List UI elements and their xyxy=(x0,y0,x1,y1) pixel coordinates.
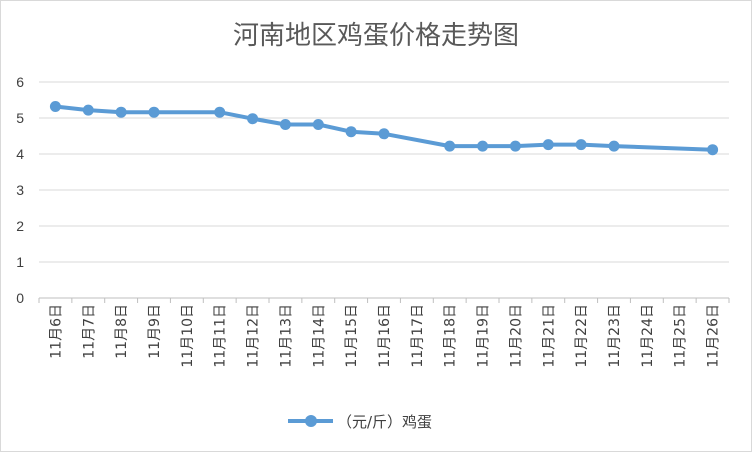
x-tick-label: 11月9日 xyxy=(147,304,163,359)
x-tick-label: 11月8日 xyxy=(114,304,130,359)
data-point xyxy=(509,140,521,152)
data-point xyxy=(542,139,554,151)
y-tick-label: 0 xyxy=(16,290,24,306)
x-tick-label: 11月20日 xyxy=(508,304,524,368)
x-tick-label: 11月12日 xyxy=(246,304,262,368)
x-tick-label: 11月6日 xyxy=(48,304,64,359)
x-axis-ticks: 11月6日 11月7日 11月8日 11月9日 11月10日 11月11日 11月12日 11… xyxy=(48,304,721,368)
x-tick-label: 11月10日 xyxy=(180,304,196,368)
legend-label: （元/斤）鸡蛋 xyxy=(337,413,432,431)
data-point xyxy=(247,113,259,125)
data-point xyxy=(608,140,620,152)
data-point xyxy=(477,140,489,152)
x-tick-label: 11月24日 xyxy=(640,304,656,368)
grid-lines xyxy=(39,81,729,263)
data-point xyxy=(707,144,719,156)
data-point xyxy=(148,106,160,118)
x-tick-label: 11月17日 xyxy=(410,304,426,368)
legend-marker xyxy=(305,415,317,427)
y-axis-ticks: 0 1 2 3 4 5 6 xyxy=(16,74,24,306)
x-axis xyxy=(38,297,730,303)
data-point xyxy=(82,104,94,116)
y-tick-label: 6 xyxy=(16,74,24,90)
data-point xyxy=(312,119,324,130)
data-point xyxy=(444,140,456,152)
y-tick-label: 3 xyxy=(16,182,24,198)
data-point xyxy=(49,101,61,112)
data-point xyxy=(279,119,291,130)
x-tick-label: 11月21日 xyxy=(541,304,557,368)
y-tick-label: 2 xyxy=(16,218,24,234)
data-point xyxy=(345,126,357,138)
series-layer xyxy=(49,101,719,156)
x-tick-label: 11月26日 xyxy=(706,304,722,368)
x-tick-label: 11月18日 xyxy=(443,304,459,368)
legend: （元/斤）鸡蛋 xyxy=(288,413,432,431)
data-point xyxy=(214,106,226,118)
x-tick-label: 11月7日 xyxy=(81,304,97,359)
chart-title: 河南地区鸡蛋价格走势图 xyxy=(233,21,519,51)
y-tick-label: 4 xyxy=(16,146,24,162)
x-tick-label: 11月15日 xyxy=(344,304,360,368)
y-tick-label: 5 xyxy=(16,110,24,126)
x-tick-label: 11月23日 xyxy=(607,304,623,368)
data-point xyxy=(115,106,127,118)
x-tick-label: 11月13日 xyxy=(278,304,294,368)
x-tick-label: 11月22日 xyxy=(574,304,590,368)
x-tick-label: 11月11日 xyxy=(213,304,229,368)
x-tick-label: 11月16日 xyxy=(377,304,393,368)
data-point xyxy=(378,128,390,140)
data-point xyxy=(575,139,587,151)
y-tick-label: 1 xyxy=(16,254,24,270)
x-tick-label: 11月14日 xyxy=(311,304,327,368)
x-tick-label: 11月19日 xyxy=(476,304,492,368)
x-tick-label: 11月25日 xyxy=(673,304,689,368)
